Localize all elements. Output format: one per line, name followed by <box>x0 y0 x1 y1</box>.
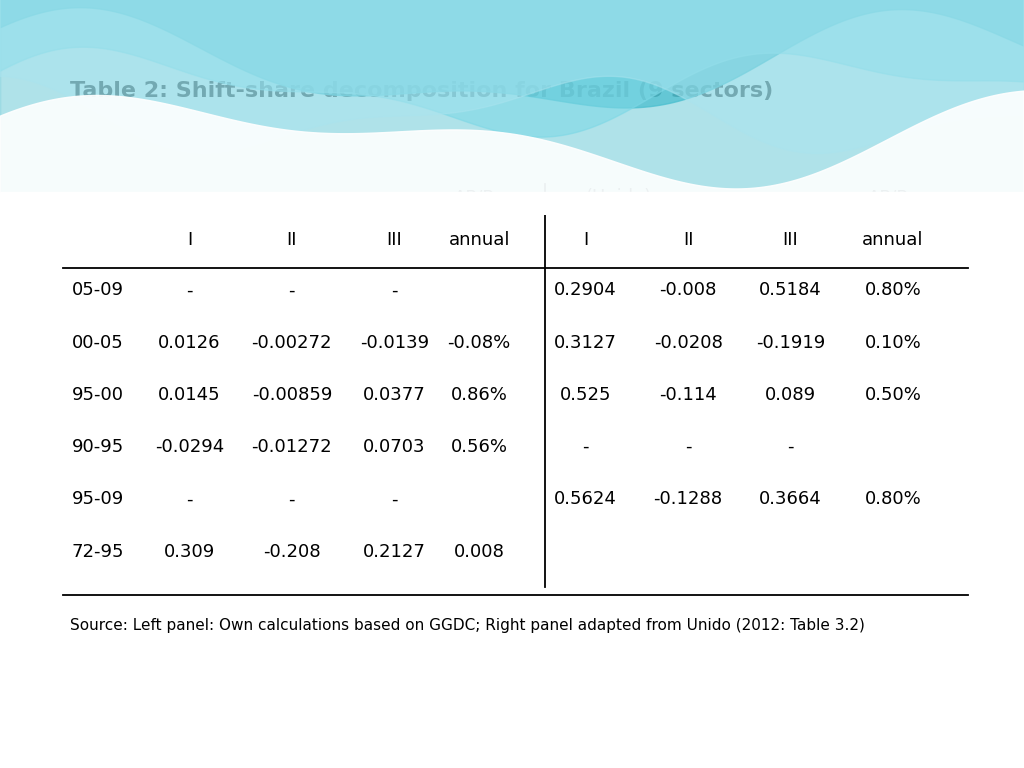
Text: 72-95: 72-95 <box>72 543 124 561</box>
Text: -: - <box>186 282 193 300</box>
Text: -0.1288: -0.1288 <box>653 491 723 508</box>
Text: -: - <box>391 282 397 300</box>
Text: 0.309: 0.309 <box>164 543 215 561</box>
Text: 0.525: 0.525 <box>560 386 611 404</box>
Text: (Unido): (Unido) <box>586 188 652 206</box>
Text: -0.208: -0.208 <box>263 543 321 561</box>
Polygon shape <box>0 0 1024 215</box>
Text: I: I <box>583 231 589 249</box>
Text: -0.0294: -0.0294 <box>155 439 224 456</box>
Text: -: - <box>391 491 397 508</box>
Text: 0.5184: 0.5184 <box>759 282 822 300</box>
Text: -0.0139: -0.0139 <box>359 334 429 352</box>
Text: 90-95: 90-95 <box>72 439 124 456</box>
Text: ΔP/Po: ΔP/Po <box>867 188 919 206</box>
Text: -0.1919: -0.1919 <box>756 334 825 352</box>
Text: -0.00859: -0.00859 <box>252 386 332 404</box>
Text: 0.80%: 0.80% <box>864 491 922 508</box>
Text: -0.08%: -0.08% <box>447 334 511 352</box>
Text: annual: annual <box>449 231 510 249</box>
Polygon shape <box>0 192 1024 223</box>
Text: 0.3664: 0.3664 <box>759 491 822 508</box>
Text: 95-00: 95-00 <box>72 386 124 404</box>
Text: 0.50%: 0.50% <box>864 386 922 404</box>
Text: -0.114: -0.114 <box>659 386 717 404</box>
Text: 05-09: 05-09 <box>72 282 124 300</box>
Text: 0.5624: 0.5624 <box>554 491 617 508</box>
Text: ΔP/Po: ΔP/Po <box>454 188 505 206</box>
Text: -: - <box>787 439 794 456</box>
Text: -: - <box>685 439 691 456</box>
Text: 0.008: 0.008 <box>454 543 505 561</box>
Text: 0.2127: 0.2127 <box>362 543 426 561</box>
Text: 95-09: 95-09 <box>72 491 124 508</box>
Text: I: I <box>186 231 193 249</box>
Text: -0.0208: -0.0208 <box>653 334 723 352</box>
Text: III: III <box>386 231 402 249</box>
Text: III: III <box>782 231 799 249</box>
Text: annual: annual <box>862 231 924 249</box>
Text: 0.089: 0.089 <box>765 386 816 404</box>
Text: 00-05: 00-05 <box>72 334 124 352</box>
Text: 0.86%: 0.86% <box>451 386 508 404</box>
Text: II: II <box>287 231 297 249</box>
Text: -0.01272: -0.01272 <box>252 439 332 456</box>
Text: 0.80%: 0.80% <box>864 282 922 300</box>
Text: -: - <box>289 491 295 508</box>
Text: -: - <box>289 282 295 300</box>
Text: 0.0126: 0.0126 <box>158 334 221 352</box>
Text: 0.2904: 0.2904 <box>554 282 617 300</box>
Text: 0.0703: 0.0703 <box>362 439 426 456</box>
Text: Source: Left panel: Own calculations based on GGDC; Right panel adapted from Uni: Source: Left panel: Own calculations bas… <box>70 618 864 634</box>
Text: II: II <box>683 231 693 249</box>
Text: -: - <box>186 491 193 508</box>
Text: Table 2: Shift-share decomposition for Brazil (9 sectors): Table 2: Shift-share decomposition for B… <box>70 81 773 101</box>
Text: 0.0377: 0.0377 <box>362 386 426 404</box>
Text: 0.3127: 0.3127 <box>554 334 617 352</box>
Text: -0.008: -0.008 <box>659 282 717 300</box>
Text: 0.0145: 0.0145 <box>158 386 221 404</box>
Text: 0.10%: 0.10% <box>864 334 922 352</box>
Text: -0.00272: -0.00272 <box>252 334 332 352</box>
Text: 0.56%: 0.56% <box>451 439 508 456</box>
Text: -: - <box>583 439 589 456</box>
